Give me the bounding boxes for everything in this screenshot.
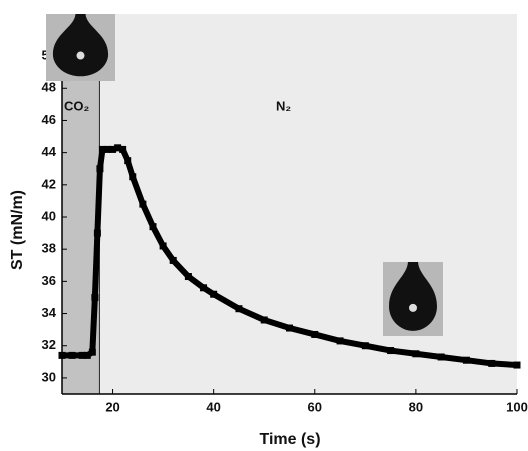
data-point (336, 337, 344, 345)
inset-final-drop (383, 262, 443, 336)
data-point (311, 330, 319, 338)
inset-initial-drop (46, 14, 115, 81)
data-point (58, 351, 66, 359)
data-point (184, 273, 192, 281)
y-tick-label: 36 (42, 273, 56, 288)
data-point (235, 305, 243, 313)
annotation: N₂ (276, 98, 291, 113)
data-point (169, 256, 177, 264)
droplet-highlight (409, 303, 417, 312)
data-point (387, 347, 395, 355)
y-tick-label: 30 (42, 369, 56, 384)
data-point (91, 293, 99, 301)
data-point (361, 342, 369, 350)
y-axis-title: ST (mN/m) (9, 190, 26, 270)
x-tick-label: 40 (206, 399, 220, 414)
y-tick-label: 40 (42, 208, 56, 223)
data-point (139, 200, 147, 208)
data-point (129, 173, 137, 181)
droplet (52, 14, 109, 77)
data-point (98, 145, 106, 153)
x-tick-label: 60 (308, 399, 322, 414)
y-tick-label: 44 (42, 144, 57, 159)
x-tick-label: 80 (409, 399, 423, 414)
data-point (286, 324, 293, 332)
data-point (96, 165, 104, 173)
annotation: CO₂ (64, 98, 90, 113)
x-tick-label: 100 (506, 399, 528, 414)
data-point (104, 145, 111, 153)
x-tick-label: 20 (105, 399, 119, 414)
data-point (68, 351, 76, 359)
y-tick-label: 38 (42, 241, 56, 256)
data-trace (62, 144, 518, 369)
y-tick-label: 34 (42, 305, 57, 320)
data-point (109, 145, 117, 153)
data-point (412, 350, 420, 358)
droplet-highlight (76, 51, 85, 60)
data-point (93, 229, 101, 237)
data-point (437, 353, 445, 361)
x-axis-title: Time (s) (259, 431, 320, 448)
data-point (210, 290, 218, 298)
data-point (149, 223, 157, 231)
data-point (119, 145, 127, 153)
data-point (159, 242, 167, 250)
y-tick-label: 32 (42, 337, 56, 352)
data-point (462, 356, 470, 364)
droplet (389, 262, 437, 331)
data-point (513, 361, 521, 369)
data-point (260, 316, 268, 324)
plot-area (62, 14, 517, 394)
data-point (78, 351, 86, 359)
y-tick-label: 46 (42, 112, 56, 127)
data-point (114, 144, 122, 152)
data-point (83, 351, 91, 359)
data-point (124, 157, 132, 165)
data-point (88, 348, 96, 356)
data-point (200, 284, 208, 292)
data-point (488, 359, 496, 367)
y-tick-label: 48 (42, 80, 56, 95)
y-tick-label: 42 (42, 176, 56, 191)
